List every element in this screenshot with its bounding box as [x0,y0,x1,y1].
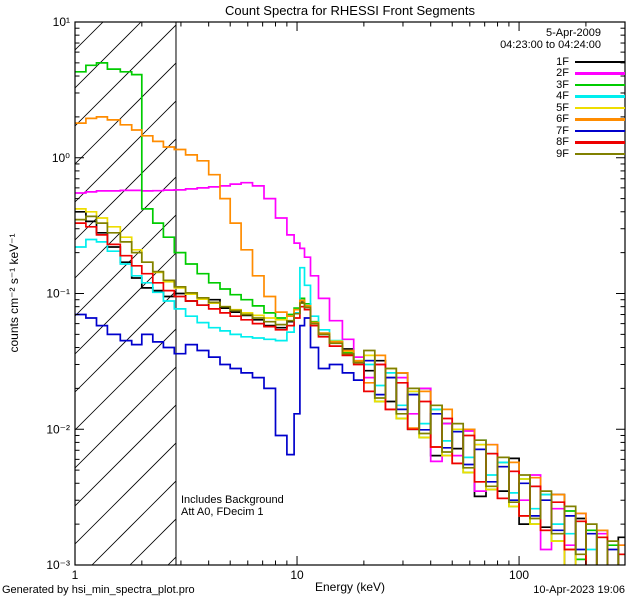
legend-color-line-6F [575,118,625,121]
series-9F-line [75,215,620,565]
legend-item-9F: 9F [556,148,625,160]
x-tick-label: 10 [290,568,304,582]
annotation-background: Includes Background [181,494,284,506]
plot-frame [74,21,626,566]
x-tick-label: 100 [509,568,529,582]
observation-date: 5-Apr-2009 [545,27,601,39]
legend-color-line-1F [575,60,625,63]
series-1F-line [75,210,625,565]
legend-color-line-8F [575,141,625,144]
y-axis-label: counts cm⁻² s⁻¹ keV⁻¹ [7,233,21,353]
legend-label-8F: 8F [556,136,569,149]
legend-label-9F: 9F [556,147,569,160]
legend-label-3F: 3F [556,78,569,91]
legend-item-8F: 8F [556,136,625,149]
x-tick-label: 1 [72,568,79,582]
legend-label-6F: 6F [556,113,569,126]
legend-item-3F: 3F [556,79,625,91]
footer-generation-timestamp: 10-Apr-2023 19:06 [533,584,625,596]
y-tick-label: 10⁰ [52,151,70,165]
legend-label-7F: 7F [556,124,569,137]
legend-item-1F: 1F [556,56,625,68]
legend-item-7F: 7F [556,125,625,137]
legend-label-2F: 2F [556,67,569,80]
observation-time-range: 04:23:00 to 04:24:00 [500,39,601,51]
y-tick-label: 10⁻² [46,422,70,436]
y-tick-label: 10⁻³ [46,558,70,572]
legend-item-2F: 2F [556,67,625,80]
footer-program-name: Generated by hsi_min_spectra_plot.pro [2,584,195,596]
legend-label-5F: 5F [556,101,569,114]
legend-color-line-5F [575,106,625,109]
x-axis-label: Energy (keV) [314,580,386,594]
spectra-series-group [75,62,625,565]
series-5F-line [75,208,625,565]
y-tick-label: 10⁻¹ [46,287,70,301]
legend-color-line-7F [575,129,625,132]
y-tick-label: 10¹ [53,15,70,29]
legend-color-line-2F [575,72,625,75]
legend-item-6F: 6F [556,113,625,126]
page-title: Count Spectra for RHESSI Front Segments [225,3,475,18]
legend-label-1F: 1F [556,55,569,68]
observation-info: 5-Apr-2009 04:23:00 to 04:24:00 [500,27,601,51]
low-energy-hatch-region [75,22,176,565]
legend-item-5F: 5F [556,102,625,114]
plot-annotations: Includes Background Att A0, FDecim 1 [181,494,284,518]
legend-color-line-4F [575,95,625,98]
annotation-attenuator: Att A0, FDecim 1 [181,506,264,518]
legend-item-4F: 4F [556,90,625,103]
legend-color-line-9F [575,152,625,155]
detector-legend: 1F 2F 3F 4F 5F 6F 7F 8F 9F [556,56,625,160]
axis-ticks [74,21,626,566]
legend-label-4F: 4F [556,90,569,103]
series-2F-line [75,181,625,565]
legend-color-line-3F [575,83,625,86]
axis-tick-labels: 1 10 100 10⁻³ 10⁻² 10⁻¹ 10⁰ 10¹ [46,15,529,582]
